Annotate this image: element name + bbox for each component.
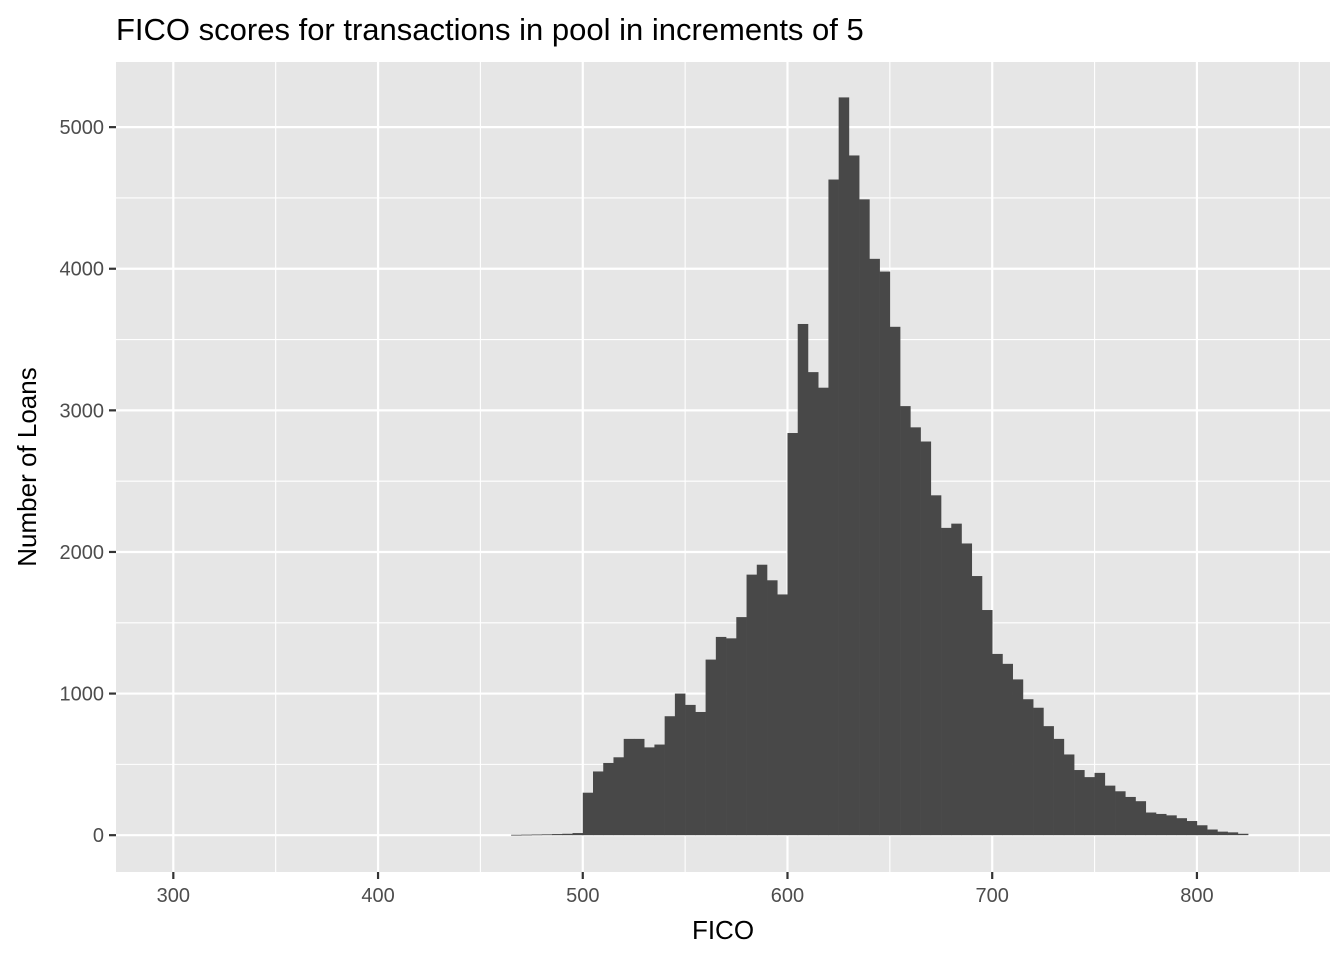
histogram-bar xyxy=(521,834,532,836)
y-tick-label: 3000 xyxy=(60,400,105,422)
histogram-bar xyxy=(1237,833,1249,836)
histogram-bar xyxy=(1084,777,1095,836)
histogram-bar xyxy=(879,271,891,836)
histogram-bar xyxy=(1094,772,1106,836)
y-tick-label: 2000 xyxy=(60,542,105,564)
histogram-bar xyxy=(889,326,901,836)
histogram-bar xyxy=(715,636,727,836)
histogram-bar xyxy=(992,653,1003,836)
histogram-bar xyxy=(777,594,788,836)
histogram-bar xyxy=(593,771,604,836)
x-tick-label: 800 xyxy=(1180,885,1213,907)
x-tick-label: 500 xyxy=(566,885,599,907)
histogram-bar xyxy=(654,744,665,836)
histogram-bar xyxy=(859,199,870,836)
histogram-bar xyxy=(552,834,563,836)
histogram-bar xyxy=(971,576,983,836)
histogram-bar xyxy=(1063,754,1075,836)
histogram-bar xyxy=(1217,831,1228,836)
histogram-bar xyxy=(1104,785,1116,836)
histogram-bar xyxy=(1053,738,1065,836)
histogram-bar xyxy=(736,617,747,836)
histogram-bar xyxy=(1012,679,1024,836)
histogram-bar xyxy=(920,441,932,836)
histogram-bar xyxy=(787,433,799,836)
histogram-bar xyxy=(572,833,584,836)
histogram-bar xyxy=(1207,829,1218,836)
histogram-bar xyxy=(756,564,768,836)
histogram-bar xyxy=(930,495,942,836)
histogram-bar xyxy=(674,693,686,836)
y-tick-label: 5000 xyxy=(60,117,105,139)
x-axis-title: FICO xyxy=(692,915,754,945)
histogram-bar xyxy=(900,406,911,836)
histogram-bar xyxy=(941,527,952,836)
histogram-bar xyxy=(910,427,921,836)
histogram-bar xyxy=(981,610,993,836)
histogram-bar xyxy=(1155,813,1167,836)
y-axis-ticks: 0 1000 2000 3000 4000 5000 xyxy=(60,117,116,847)
histogram-bar xyxy=(807,372,819,836)
histogram-bar xyxy=(797,323,809,836)
histogram-bar xyxy=(603,762,614,836)
x-axis-ticks: 300 400 500 600 700 800 xyxy=(157,872,1214,907)
histogram-bar xyxy=(695,711,706,836)
histogram-bar xyxy=(531,834,543,836)
histogram-bar xyxy=(848,155,860,836)
histogram-bar xyxy=(838,97,850,836)
histogram-bar xyxy=(1145,812,1157,836)
minor-gridlines xyxy=(116,62,1330,872)
histogram-bar xyxy=(726,638,737,836)
histogram-bars xyxy=(511,97,1249,836)
histogram-bar xyxy=(644,747,655,836)
x-tick-label: 600 xyxy=(771,885,804,907)
histogram-bar xyxy=(1135,801,1147,836)
x-tick-label: 300 xyxy=(157,885,190,907)
histogram-bar xyxy=(961,543,973,836)
histogram-bar xyxy=(1166,815,1177,836)
histogram-bar xyxy=(623,738,635,836)
histogram-bar xyxy=(685,704,696,836)
x-tick-label: 400 xyxy=(361,885,394,907)
chart-title: FICO scores for transactions in pool in … xyxy=(116,12,864,47)
x-tick-label: 700 xyxy=(976,885,1009,907)
histogram-bar xyxy=(1022,699,1034,836)
histogram-bar xyxy=(1043,726,1054,836)
histogram-bar xyxy=(633,738,645,836)
y-tick-label: 4000 xyxy=(60,259,105,281)
histogram-bar xyxy=(582,792,594,836)
y-tick-label: 0 xyxy=(93,825,104,847)
histogram-bar xyxy=(613,757,625,836)
histogram-bar xyxy=(664,716,676,836)
y-axis-title: Number of Loans xyxy=(12,367,42,566)
histogram-bar xyxy=(562,833,573,836)
histogram-bar xyxy=(1176,818,1187,836)
y-tick-label: 1000 xyxy=(60,684,105,706)
histogram-bar xyxy=(1227,832,1239,836)
histogram-bar xyxy=(705,659,717,836)
histogram-bar xyxy=(1033,707,1044,836)
histogram-bar xyxy=(869,258,880,836)
histogram-bar xyxy=(1196,825,1208,836)
histogram-bar xyxy=(746,574,758,836)
histogram-bar xyxy=(951,523,962,836)
histogram-bar xyxy=(1074,770,1085,836)
histogram-bar xyxy=(1125,796,1136,836)
histogram-bar xyxy=(818,387,829,836)
histogram-bar xyxy=(511,834,522,836)
histogram-bar xyxy=(541,834,553,836)
histogram-bar xyxy=(828,179,839,836)
histogram-bar xyxy=(1002,663,1013,836)
histogram-bar xyxy=(767,580,778,836)
histogram-bar xyxy=(1115,791,1126,836)
histogram-bar xyxy=(1186,821,1198,836)
